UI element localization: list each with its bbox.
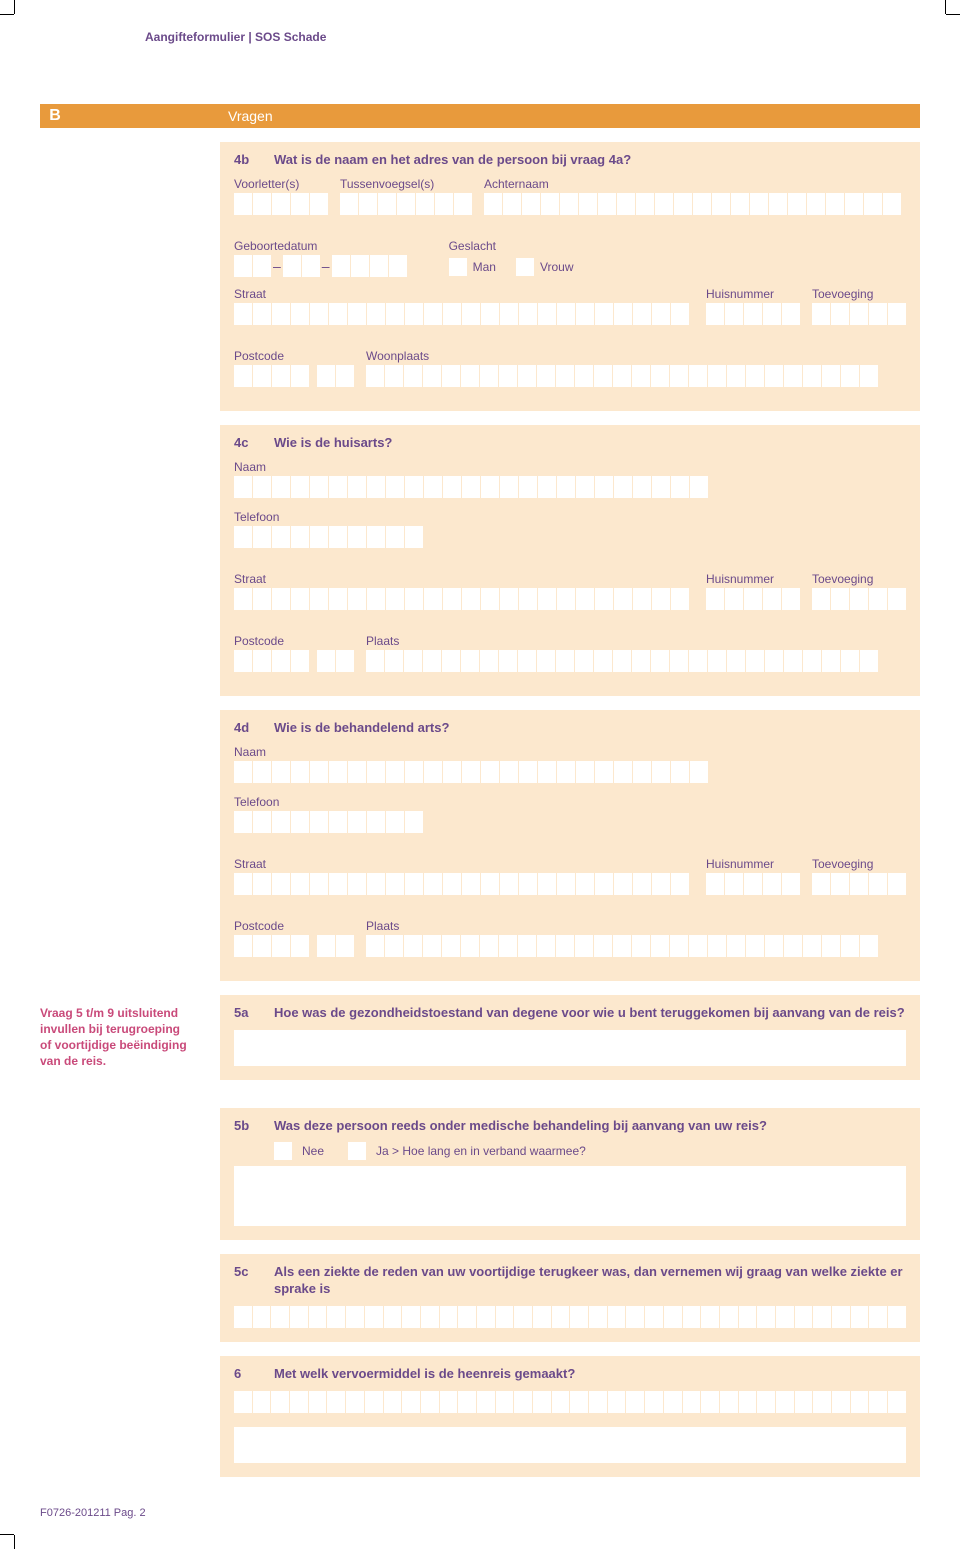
label-geboortedatum: Geboortedatum	[234, 239, 407, 253]
input-huisnummer-4c[interactable]	[706, 588, 800, 610]
sidebar-note: Vraag 5 t/m 9 uitsluitend invullen bij t…	[40, 995, 205, 1070]
input-plaats-4c[interactable]	[366, 650, 878, 672]
label-tussenvoegsel: Tussenvoegsel(s)	[340, 177, 472, 191]
input-voorletters[interactable]	[234, 193, 328, 215]
question-5c-block: 5c Als een ziekte de reden van uw voorti…	[220, 1254, 920, 1342]
input-toevoeging-4c[interactable]	[812, 588, 906, 610]
checkbox-5b-nee[interactable]	[274, 1142, 292, 1160]
label-plaats-4c: Plaats	[366, 634, 878, 648]
input-postcode-alpha-4b[interactable]	[317, 365, 354, 387]
input-straat-4c[interactable]	[234, 588, 694, 610]
input-woonplaats-4b[interactable]	[366, 365, 878, 387]
question-5a-block: 5a Hoe was de gezondheidstoestand van de…	[220, 995, 920, 1080]
q6-text: Met welk vervoermiddel is de heenreis ge…	[274, 1366, 575, 1383]
q4d-text: Wie is de behandelend arts?	[274, 720, 449, 737]
checkbox-man[interactable]	[449, 258, 467, 276]
input-naam-4c[interactable]	[234, 476, 906, 498]
label-straat-4c: Straat	[234, 572, 694, 586]
label-woonplaats-4b: Woonplaats	[366, 349, 878, 363]
question-6-block: 6 Met welk vervoermiddel is de heenreis …	[220, 1356, 920, 1477]
q5c-number: 5c	[234, 1264, 274, 1279]
label-huisnummer-4d: Huisnummer	[706, 857, 800, 871]
label-straat-4d: Straat	[234, 857, 694, 871]
q4d-number: 4d	[234, 720, 274, 735]
question-5b-block: 5b Was deze persoon reeds onder medische…	[220, 1108, 920, 1241]
q4b-text: Wat is de naam en het adres van de perso…	[274, 152, 631, 169]
input-postcode-num-4d[interactable]	[234, 935, 309, 957]
label-huisnummer-4c: Huisnummer	[706, 572, 800, 586]
input-dob-year[interactable]	[332, 255, 407, 277]
q5c-text: Als een ziekte de reden van uw voortijdi…	[274, 1264, 906, 1298]
q5a-text: Hoe was de gezondheidstoestand van degen…	[274, 1005, 905, 1022]
q4c-number: 4c	[234, 435, 274, 450]
page-footer: F0726-201211 Pag. 2	[40, 1507, 920, 1519]
document-header: Aangifteformulier | SOS Schade	[145, 30, 920, 44]
input-5a-text[interactable]	[234, 1030, 906, 1066]
label-voorletters: Voorletter(s)	[234, 177, 328, 191]
label-naam-4c: Naam	[234, 460, 906, 474]
question-4d-block: 4d Wie is de behandelend arts? Naam Tele…	[220, 710, 920, 981]
question-4b-block: 4b Wat is de naam en het adres van de pe…	[220, 142, 920, 411]
label-postcode-4b: Postcode	[234, 349, 354, 363]
label-5b-ja: Ja > Hoe lang en in verband waarmee?	[376, 1144, 586, 1158]
label-toevoeging-4b: Toevoeging	[812, 287, 906, 301]
input-telefoon-4c[interactable]	[234, 526, 423, 548]
label-postcode-4c: Postcode	[234, 634, 354, 648]
input-achternaam[interactable]	[484, 193, 901, 215]
q6-number: 6	[234, 1366, 274, 1381]
input-telefoon-4d[interactable]	[234, 811, 423, 833]
label-achternaam: Achternaam	[484, 177, 901, 191]
q4c-text: Wie is de huisarts?	[274, 435, 392, 452]
q4b-number: 4b	[234, 152, 274, 167]
input-dob-day[interactable]	[234, 255, 271, 277]
input-postcode-num-4c[interactable]	[234, 650, 309, 672]
label-geslacht: Geslacht	[449, 239, 594, 253]
input-toevoeging-4b[interactable]	[812, 303, 906, 325]
q5a-number: 5a	[234, 1005, 274, 1020]
input-postcode-alpha-4c[interactable]	[317, 650, 354, 672]
label-toevoeging-4c: Toevoeging	[812, 572, 906, 586]
input-6-text[interactable]	[234, 1427, 906, 1463]
input-tussenvoegsel[interactable]	[340, 193, 472, 215]
label-naam-4d: Naam	[234, 745, 906, 759]
input-huisnummer-4d[interactable]	[706, 873, 800, 895]
input-straat-4d[interactable]	[234, 873, 694, 895]
section-letter: B	[40, 104, 70, 128]
input-6-line[interactable]	[234, 1391, 906, 1413]
input-5c-line[interactable]	[234, 1306, 906, 1328]
label-plaats-4d: Plaats	[366, 919, 878, 933]
checkbox-5b-ja[interactable]	[348, 1142, 366, 1160]
input-plaats-4d[interactable]	[366, 935, 878, 957]
input-postcode-alpha-4d[interactable]	[317, 935, 354, 957]
label-5b-nee: Nee	[302, 1144, 324, 1158]
label-telefoon-4c: Telefoon	[234, 510, 423, 524]
label-straat-4b: Straat	[234, 287, 694, 301]
section-header: B Vragen	[40, 104, 920, 128]
checkbox-vrouw[interactable]	[516, 258, 534, 276]
label-vrouw: Vrouw	[540, 260, 574, 274]
label-toevoeging-4d: Toevoeging	[812, 857, 906, 871]
input-postcode-num-4b[interactable]	[234, 365, 309, 387]
q5b-number: 5b	[234, 1118, 274, 1133]
question-4c-block: 4c Wie is de huisarts? Naam Telefoon Str…	[220, 425, 920, 696]
q5b-text: Was deze persoon reeds onder medische be…	[274, 1118, 767, 1135]
label-huisnummer-4b: Huisnummer	[706, 287, 800, 301]
input-toevoeging-4d[interactable]	[812, 873, 906, 895]
label-man: Man	[473, 260, 496, 274]
label-postcode-4d: Postcode	[234, 919, 354, 933]
input-dob-month[interactable]	[283, 255, 320, 277]
label-telefoon-4d: Telefoon	[234, 795, 423, 809]
input-naam-4d[interactable]	[234, 761, 906, 783]
input-5b-text[interactable]	[234, 1166, 906, 1226]
input-straat-4b[interactable]	[234, 303, 694, 325]
section-title: Vragen	[220, 104, 340, 128]
input-huisnummer-4b[interactable]	[706, 303, 800, 325]
